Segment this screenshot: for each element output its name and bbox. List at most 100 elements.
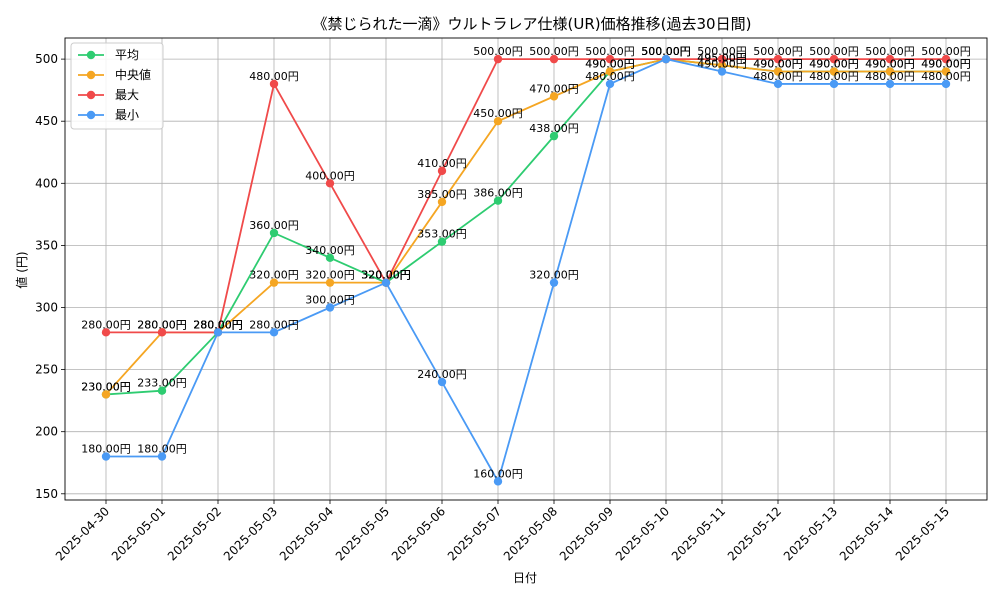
data-point: [941, 79, 951, 89]
data-label: 360.00円: [249, 219, 299, 232]
x-tick-label: 2025-05-05: [333, 504, 392, 563]
data-label: 233.00円: [137, 377, 187, 390]
x-tick-label: 2025-05-13: [781, 504, 840, 563]
data-point: [269, 328, 279, 337]
data-point: [101, 452, 111, 461]
data-point: [101, 390, 111, 399]
x-tick-label: 2025-05-06: [389, 504, 448, 563]
data-point: [829, 54, 839, 64]
data-label: 490.00円: [809, 58, 859, 71]
data-label-layer: 230.00円 233.00円 280.00円 360.00円 340.00円 320.0…: [81, 45, 971, 480]
data-point: [325, 253, 335, 263]
data-label: 320.00円: [529, 269, 579, 282]
y-tick-label: 450: [35, 114, 58, 128]
data-point: [773, 54, 783, 64]
data-label: 450.00円: [473, 107, 523, 120]
data-label: 280.00円: [193, 318, 243, 331]
data-label: 230.00円: [81, 380, 131, 393]
data-label: 280.00円: [193, 318, 243, 331]
data-label: 500.00円: [473, 45, 523, 58]
data-label: 340.00円: [305, 244, 355, 257]
data-label: 480.00円: [753, 70, 803, 83]
x-axis-label: 日付: [513, 571, 537, 585]
legend-swatch-marker: [86, 110, 96, 120]
data-label: 320.00円: [361, 269, 411, 282]
x-tick-label: 2025-05-10: [613, 504, 672, 563]
data-label: 490.00円: [921, 58, 971, 71]
data-label: 280.00円: [137, 318, 187, 331]
data-label: 470.00円: [529, 82, 579, 95]
data-label: 280.00円: [193, 318, 243, 331]
data-label: 495.00円: [697, 51, 747, 64]
data-point: [605, 67, 615, 76]
data-point: [437, 166, 447, 176]
legend-box: [70, 42, 164, 130]
data-point: [773, 67, 783, 76]
data-point: [549, 92, 559, 101]
data-label: 320.00円: [361, 269, 411, 282]
data-label: 480.00円: [865, 70, 915, 83]
data-point: [213, 328, 223, 337]
x-tick-label: 2025-05-01: [109, 504, 168, 563]
data-point: [885, 79, 895, 89]
data-label: 500.00円: [641, 45, 691, 58]
legend-label: 平均: [115, 48, 139, 62]
data-label: 240.00円: [417, 368, 467, 381]
x-tick-label: 2025-05-03: [221, 504, 280, 563]
plot-frame: [64, 37, 988, 501]
data-point: [717, 54, 727, 64]
data-label: 500.00円: [641, 45, 691, 58]
data-point: [941, 67, 951, 76]
legend-swatch-marker: [86, 90, 96, 100]
x-tick-label: 2025-05-08: [501, 504, 560, 563]
data-point: [493, 196, 503, 205]
data-label: 500.00円: [585, 45, 635, 58]
data-label: 386.00円: [473, 187, 523, 200]
data-label: 280.00円: [81, 318, 131, 331]
data-label: 410.00円: [417, 157, 467, 170]
data-point: [325, 278, 335, 287]
x-tick-label: 2025-05-12: [725, 504, 784, 563]
x-tick-label: 2025-04-30: [53, 504, 112, 563]
y-tick-label: 150: [35, 487, 58, 501]
data-point: [157, 386, 167, 395]
y-tick-label: 350: [35, 238, 58, 252]
data-label: 320.00円: [361, 269, 411, 282]
data-point: [773, 79, 783, 89]
data-label: 500.00円: [809, 45, 859, 58]
data-point: [885, 67, 895, 76]
data-label: 490.00円: [809, 58, 859, 71]
data-point: [549, 131, 559, 141]
data-label: 280.00円: [249, 318, 299, 331]
data-label: 180.00円: [81, 443, 131, 456]
data-point: [493, 54, 503, 64]
y-tick-label: 250: [35, 363, 58, 377]
data-point: [829, 79, 839, 89]
data-point: [325, 179, 335, 188]
data-label: 500.00円: [865, 45, 915, 58]
data-point: [717, 67, 727, 76]
data-label: 500.00円: [753, 45, 803, 58]
x-tick-label: 2025-05-04: [277, 504, 336, 563]
data-point: [269, 278, 279, 287]
data-point: [493, 117, 503, 126]
y-tick-label: 400: [35, 176, 58, 190]
data-point: [829, 67, 839, 76]
data-point: [941, 54, 951, 64]
x-tick-label: 2025-05-11: [669, 504, 728, 563]
y-tick-label: 500: [35, 52, 58, 66]
data-point: [437, 377, 447, 387]
data-point: [381, 278, 391, 287]
data-label: 353.00円: [417, 228, 467, 241]
legend-label: 中央値: [115, 67, 151, 82]
data-label: 400.00円: [305, 169, 355, 182]
data-label: 490.00円: [585, 58, 635, 71]
data-point: [885, 54, 895, 64]
data-point: [493, 477, 503, 486]
data-point: [661, 54, 671, 64]
data-label: 495.00円: [697, 51, 747, 64]
data-label: 480.00円: [809, 70, 859, 83]
data-label: 500.00円: [529, 45, 579, 58]
